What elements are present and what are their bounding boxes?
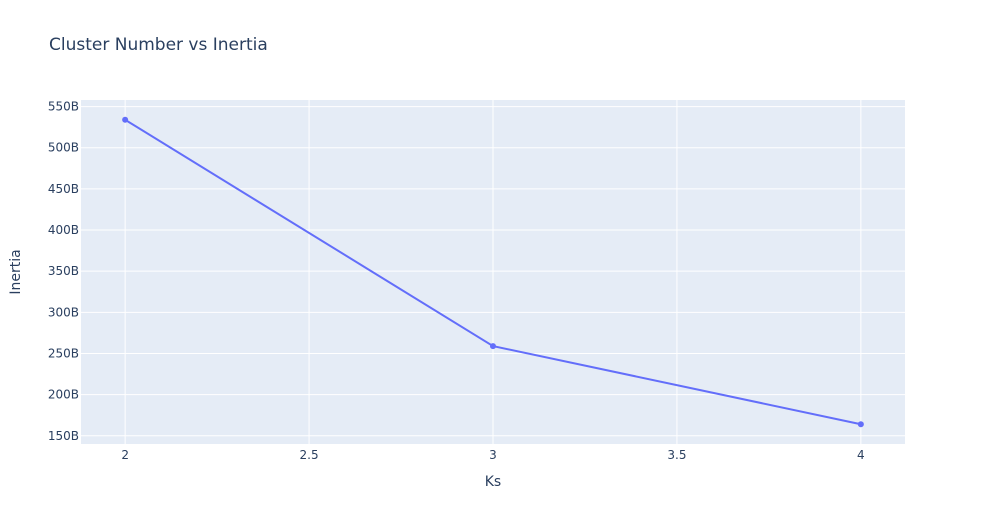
data-point <box>122 116 129 123</box>
x-tick-label: 2 <box>121 448 129 462</box>
x-axis-ticks: 2 2.5 3 3.5 4 <box>121 448 864 462</box>
y-tick-label: 400B <box>48 223 79 237</box>
x-tick-label: 2.5 <box>300 448 319 462</box>
y-tick-label: 450B <box>48 182 79 196</box>
grid-lines <box>81 100 905 444</box>
data-point <box>857 421 864 428</box>
y-axis-ticks: 150B 200B 250B 300B 350B 400B 450B 500B 550B <box>48 100 79 443</box>
y-tick-label: 550B <box>48 100 79 114</box>
y-tick-label: 350B <box>48 264 79 278</box>
y-axis-title: Inertia <box>8 249 24 294</box>
y-tick-label: 200B <box>48 388 79 402</box>
x-axis-title: Ks <box>485 474 501 490</box>
x-tick-label: 4 <box>857 448 865 462</box>
y-tick-label: 500B <box>48 141 79 155</box>
data-point <box>490 343 496 350</box>
y-tick-label: 300B <box>48 305 79 319</box>
x-tick-label: 3 <box>489 448 497 462</box>
chart-title: Cluster Number vs Inertia <box>49 35 268 55</box>
x-tick-label: 3.5 <box>667 448 686 462</box>
y-tick-label: 250B <box>48 346 79 360</box>
y-tick-label: 150B <box>48 429 79 443</box>
series-layer <box>122 116 864 428</box>
